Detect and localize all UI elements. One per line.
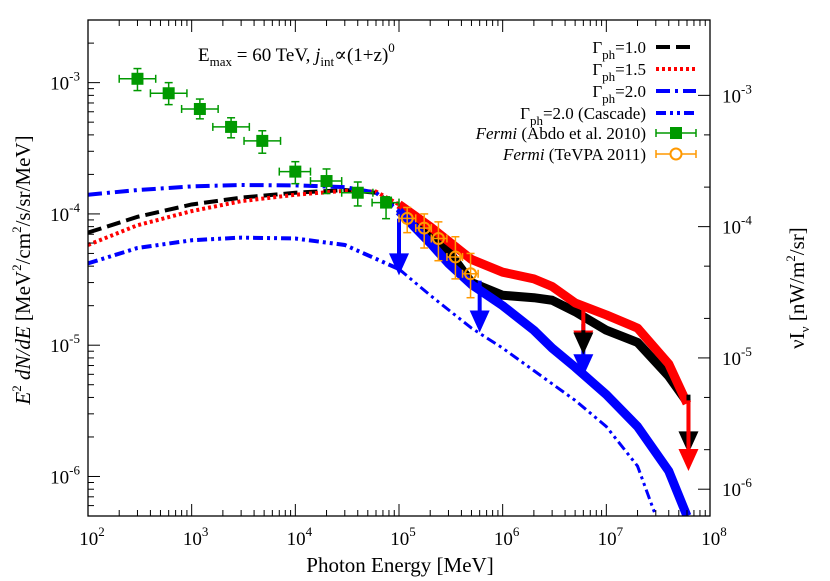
legend-label: Fermi (TeVPA 2011) (502, 145, 646, 164)
upper-limit-arrowhead (678, 449, 699, 472)
legend-label: Γph=2.0 (Cascade) (520, 104, 646, 128)
upper-limit-arrowhead (573, 332, 594, 355)
series-line (398, 267, 658, 516)
y-tick-label: 10-4 (50, 200, 80, 226)
data-point (400, 211, 414, 225)
legend-label: Fermi (Abdo et al. 2010) (475, 124, 646, 143)
x-tick-label: 106 (494, 524, 520, 550)
y-tick-label: 10-3 (50, 69, 80, 95)
x-tick-label: 103 (183, 524, 209, 550)
y2-tick-label: 10-5 (722, 344, 752, 370)
series-line-limit (395, 207, 692, 516)
series-line-limit (396, 205, 691, 405)
chart-annotation: Emax = 60 TeV, jint∝(1+z)0 (198, 40, 395, 69)
upper-limit-arrowhead (389, 253, 409, 276)
data-point (464, 267, 478, 281)
series-layer (88, 183, 692, 516)
y-tick-label: 10-5 (50, 331, 80, 357)
legend-marker (669, 147, 683, 161)
data-point (225, 120, 238, 133)
y-tick-label: 10-6 (50, 462, 80, 488)
x-tick-label: 107 (598, 524, 624, 550)
data-point (320, 175, 333, 188)
y2-axis-title: νIν [nW/m2/sr] (783, 227, 812, 349)
data-point (380, 196, 393, 209)
legend-label: Γph=1.5 (592, 60, 646, 84)
y-axis-title: E2 dN/dE [MeV2/cm2/s/sr/MeV] (9, 135, 35, 405)
x-tick-label: 108 (701, 524, 727, 550)
data-point (351, 186, 364, 199)
data-point (417, 221, 431, 235)
legend-marker (670, 127, 682, 139)
data-points-layer (118, 67, 479, 299)
x-tick-label: 104 (287, 524, 313, 550)
y2-tick-label: 10-3 (722, 81, 752, 107)
data-point (289, 165, 302, 178)
series-line (88, 183, 401, 213)
legend-label: Γph=2.0 (592, 82, 646, 106)
data-point (448, 250, 462, 264)
data-point (131, 72, 144, 85)
x-axis-title: Photon Energy [MeV] (306, 553, 493, 577)
y2-tick-label: 10-6 (722, 475, 752, 501)
x-tick-label: 102 (79, 524, 105, 550)
tick-labels: 102 103 104 105 106 107 108 10-3 10-4 10-5 10-6 10-… (50, 69, 752, 550)
y2-tick-label: 10-4 (722, 213, 752, 239)
ticks-layer (87, 19, 710, 517)
data-point (431, 231, 445, 245)
series-line (88, 235, 400, 271)
legend-label: Γph=1.0 (592, 38, 646, 62)
data-point (256, 134, 269, 147)
data-point (162, 87, 175, 100)
upper-limit-arrowhead (573, 354, 594, 377)
data-point (193, 102, 206, 115)
upper-limit-layer (389, 218, 699, 472)
upper-limit-arrowhead (469, 310, 490, 333)
x-tick-label: 105 (390, 524, 416, 550)
